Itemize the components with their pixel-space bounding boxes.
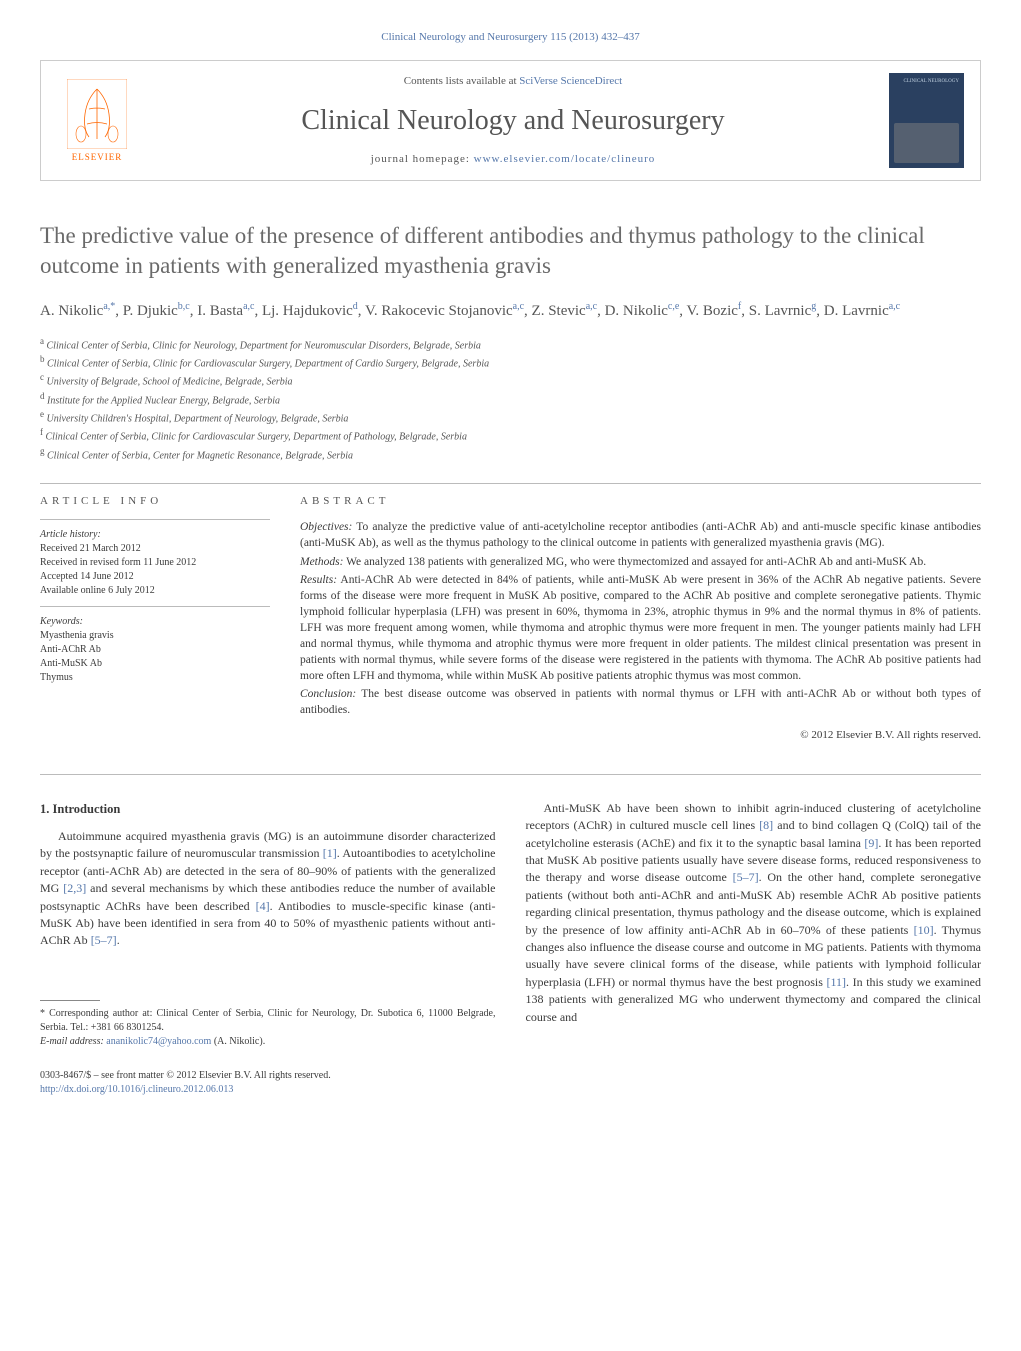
homepage-prefix: journal homepage:: [371, 153, 474, 165]
abstract-text: The best disease outcome was observed in…: [300, 688, 981, 716]
keyword-item: Myasthenia gravis: [40, 629, 270, 643]
history-item: Received in revised form 11 June 2012: [40, 556, 270, 570]
abstract-section: Objectives: To analyze the predictive va…: [300, 519, 981, 551]
history-item: Accepted 14 June 2012: [40, 570, 270, 584]
journal-homepage: journal homepage: www.elsevier.com/locat…: [155, 152, 871, 167]
copyright: © 2012 Elsevier B.V. All rights reserved…: [300, 728, 981, 743]
article-info-heading: article info: [40, 494, 270, 509]
body-columns: 1. Introduction Autoimmune acquired myas…: [40, 800, 981, 1097]
homepage-link[interactable]: www.elsevier.com/locate/clineuro: [474, 153, 656, 165]
elsevier-logo: ELSEVIER: [57, 76, 137, 166]
keyword-item: Anti-MuSK Ab: [40, 657, 270, 671]
contents-prefix: Contents lists available at: [404, 75, 519, 87]
abstract-text: We analyzed 138 patients with generalize…: [343, 556, 926, 568]
affiliation: d Institute for the Applied Nuclear Ener…: [40, 390, 981, 408]
journal-info: Contents lists available at SciVerse Sci…: [155, 74, 871, 168]
abstract-heading: abstract: [300, 494, 981, 509]
history-item: Available online 6 July 2012: [40, 584, 270, 598]
affiliation: e University Children's Hospital, Depart…: [40, 408, 981, 426]
ref-link[interactable]: [10]: [914, 923, 934, 937]
running-header: Clinical Neurology and Neurosurgery 115 …: [40, 30, 981, 45]
text: .: [117, 933, 120, 947]
corresponding-author-footnote: * Corresponding author at: Clinical Cent…: [40, 1007, 496, 1035]
affiliation: g Clinical Center of Serbia, Center for …: [40, 445, 981, 463]
footer-meta: 0303-8467/$ – see front matter © 2012 El…: [40, 1069, 496, 1097]
info-abstract-row: article info Article history: Received 2…: [40, 494, 981, 744]
affiliation: f Clinical Center of Serbia, Clinic for …: [40, 426, 981, 444]
ref-link[interactable]: [2,3]: [63, 881, 86, 895]
doi-link[interactable]: http://dx.doi.org/10.1016/j.clineuro.201…: [40, 1084, 233, 1095]
contents-available: Contents lists available at SciVerse Sci…: [155, 74, 871, 89]
ref-link[interactable]: [9]: [864, 836, 878, 850]
article-info-column: article info Article history: Received 2…: [40, 494, 270, 744]
divider: [40, 483, 981, 484]
elsevier-name: ELSEVIER: [72, 151, 123, 164]
journal-name: Clinical Neurology and Neurosurgery: [155, 101, 871, 140]
ref-link[interactable]: [4]: [256, 899, 270, 913]
keyword-item: Anti-AChR Ab: [40, 643, 270, 657]
section-heading: 1. Introduction: [40, 800, 496, 818]
ref-link[interactable]: [11]: [826, 975, 846, 989]
intro-paragraph: Autoimmune acquired myasthenia gravis (M…: [40, 828, 496, 950]
affiliation: b Clinical Center of Serbia, Clinic for …: [40, 353, 981, 371]
abstract-section: Methods: We analyzed 138 patients with g…: [300, 554, 981, 570]
email-label: E-mail address:: [40, 1036, 106, 1047]
journal-cover-thumbnail: CLINICAL NEUROLOGY: [889, 73, 964, 168]
affiliation: a Clinical Center of Serbia, Clinic for …: [40, 335, 981, 353]
email-link[interactable]: ananikolic74@yahoo.com: [106, 1036, 211, 1047]
text: (A. Nikolic).: [211, 1036, 265, 1047]
history-item: Received 21 March 2012: [40, 542, 270, 556]
abstract-section: Conclusion: The best disease outcome was…: [300, 686, 981, 718]
abstract-column: abstract Objectives: To analyze the pred…: [300, 494, 981, 744]
abstract-section: Results: Anti-AChR Ab were detected in 8…: [300, 572, 981, 685]
divider: [40, 774, 981, 775]
body-column-right: Anti-MuSK Ab have been shown to inhibit …: [526, 800, 982, 1097]
sciencedirect-link[interactable]: SciVerse ScienceDirect: [519, 75, 622, 87]
ref-link[interactable]: [1]: [323, 846, 337, 860]
email-footnote: E-mail address: ananikolic74@yahoo.com (…: [40, 1035, 496, 1049]
cover-image-placeholder: [894, 123, 959, 163]
abstract-text: Anti-AChR Ab were detected in 84% of pat…: [300, 574, 981, 683]
author-list: A. Nikolica,*, P. Djukicb,c, I. Bastaa,c…: [40, 299, 981, 323]
abstract-label: Conclusion:: [300, 688, 356, 700]
elsevier-tree-icon: [67, 79, 127, 149]
footnote-rule: [40, 1000, 100, 1001]
abstract-label: Results:: [300, 574, 337, 586]
issn-line: 0303-8467/$ – see front matter © 2012 El…: [40, 1069, 496, 1083]
cover-title: CLINICAL NEUROLOGY: [894, 78, 959, 85]
publisher-banner: ELSEVIER Contents lists available at Sci…: [40, 60, 981, 181]
history-label: Article history:: [40, 528, 270, 542]
keywords-label: Keywords:: [40, 615, 270, 629]
affiliations: a Clinical Center of Serbia, Clinic for …: [40, 335, 981, 463]
ref-link[interactable]: [5–7]: [733, 870, 759, 884]
abstract-label: Objectives:: [300, 521, 352, 533]
body-column-left: 1. Introduction Autoimmune acquired myas…: [40, 800, 496, 1097]
keyword-item: Thymus: [40, 671, 270, 685]
intro-paragraph-continued: Anti-MuSK Ab have been shown to inhibit …: [526, 800, 982, 1026]
abstract-text: To analyze the predictive value of anti-…: [300, 521, 981, 549]
article-title: The predictive value of the presence of …: [40, 221, 981, 281]
affiliation: c University of Belgrade, School of Medi…: [40, 371, 981, 389]
abstract-label: Methods:: [300, 556, 343, 568]
ref-link[interactable]: [8]: [759, 818, 773, 832]
ref-link[interactable]: [5–7]: [91, 933, 117, 947]
